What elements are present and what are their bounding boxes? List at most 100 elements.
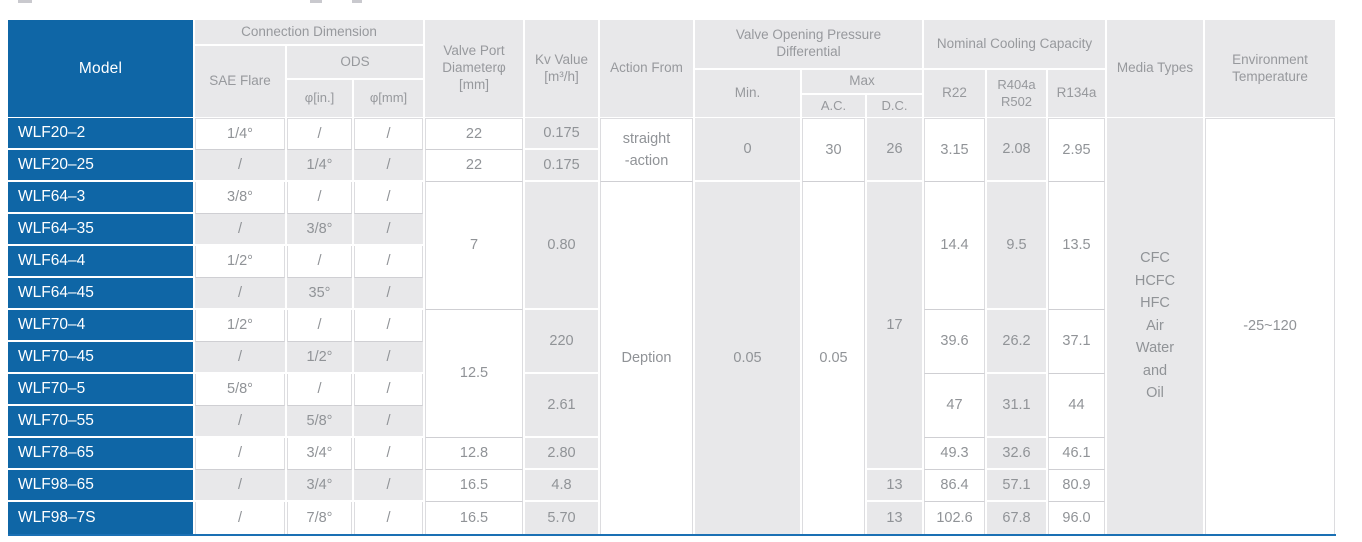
body-cell: / [287, 374, 352, 406]
body-cell: / [354, 182, 423, 214]
header-r134a: R134a [1048, 70, 1105, 117]
header-r22: R22 [924, 70, 985, 117]
cropped-text-fragment [352, 0, 362, 3]
body-cell: 0.175 [525, 118, 598, 150]
body-cell: / [195, 150, 285, 182]
model-cell: WLF70–4 [8, 310, 193, 342]
body-cell: / [287, 310, 352, 342]
body-cell: 9.5 [987, 182, 1046, 310]
body-cell: / [287, 182, 352, 214]
body-cell: 220 [525, 310, 598, 374]
model-cell: WLF20–2 [8, 118, 193, 150]
header-action-from: Action From [600, 20, 693, 117]
body-cell: 1/4° [287, 150, 352, 182]
body-cell: 46.1 [1048, 438, 1105, 470]
header-kv-value: Kv Value [m³/h] [525, 20, 598, 117]
header-model: Model [8, 20, 193, 117]
header-max: Max [802, 70, 922, 93]
body-cell: 0.05 [802, 182, 865, 534]
body-cell: 5/8° [287, 406, 352, 438]
body-cell: / [354, 246, 423, 278]
header-connection-dimension: Connection Dimension [195, 20, 423, 44]
body-cell: Deption [600, 182, 693, 534]
valve-spec-table: Model Connection Dimension SAE Flare ODS… [8, 20, 1336, 534]
body-cell: 1/2° [195, 246, 285, 278]
header-ac: A.C. [802, 95, 865, 117]
body-cell: / [287, 118, 352, 150]
body-cell: 30 [802, 118, 865, 182]
body-cell: -25~120 [1205, 118, 1335, 534]
body-cell: / [354, 310, 423, 342]
body-cell: 2.61 [525, 374, 598, 438]
table-header: Model Connection Dimension SAE Flare ODS… [8, 20, 1336, 117]
model-cell: WLF70–5 [8, 374, 193, 406]
header-ods: ODS [287, 46, 423, 78]
body-cell: 0.80 [525, 182, 598, 310]
body-cell: / [354, 438, 423, 470]
body-cell: 26 [867, 118, 922, 182]
header-r404a-r502: R404a R502 [987, 70, 1046, 117]
body-cell: 1/2° [287, 342, 352, 374]
body-cell: / [195, 278, 285, 310]
body-cell: 16.5 [425, 502, 523, 534]
body-cell: 0 [695, 118, 800, 182]
body-cell: 13.5 [1048, 182, 1105, 310]
body-cell: / [287, 246, 352, 278]
body-cell: 1/4° [195, 118, 285, 150]
body-cell: / [195, 502, 285, 534]
body-cell: 16.5 [425, 470, 523, 502]
body-cell: 3/8° [287, 214, 352, 246]
body-cell: 2.08 [987, 118, 1046, 182]
model-cell: WLF20–25 [8, 150, 193, 182]
model-cell: WLF64–35 [8, 214, 193, 246]
body-cell: 32.6 [987, 438, 1046, 470]
body-cell: CFC HCFC HFC Air Water and Oil [1107, 118, 1203, 534]
body-cell: 80.9 [1048, 470, 1105, 502]
header-valve-port-diameter: Valve Port Diameterφ [mm] [425, 20, 523, 117]
body-cell: 12.5 [425, 310, 523, 438]
model-cell: WLF64–45 [8, 278, 193, 310]
body-cell: / [354, 278, 423, 310]
model-cell: WLF98–65 [8, 470, 193, 502]
header-valve-opening-pressure-differential: Valve Opening Pressure Differential [695, 20, 922, 68]
body-cell: 96.0 [1048, 502, 1105, 534]
body-cell: 17 [867, 182, 922, 470]
body-cell: 57.1 [987, 470, 1046, 502]
body-cell: 0.05 [695, 182, 800, 534]
model-cell: WLF78–65 [8, 438, 193, 470]
body-cell: / [354, 214, 423, 246]
body-cell: straight -action [600, 118, 693, 182]
cropped-text-fragment [18, 0, 32, 3]
body-cell: 2.80 [525, 438, 598, 470]
body-cell: 49.3 [924, 438, 985, 470]
header-environment-temperature: Environment Temperature [1205, 20, 1335, 117]
body-cell: 1/2° [195, 310, 285, 342]
body-cell: / [195, 214, 285, 246]
body-cell: / [354, 502, 423, 534]
body-cell: / [354, 150, 423, 182]
body-cell: 5/8° [195, 374, 285, 406]
body-cell: 14.4 [924, 182, 985, 310]
header-dc: D.C. [867, 95, 922, 117]
body-cell: 5.70 [525, 502, 598, 534]
body-cell: 44 [1048, 374, 1105, 438]
body-cell: 37.1 [1048, 310, 1105, 374]
body-cell: / [195, 470, 285, 502]
body-cell: 35° [287, 278, 352, 310]
body-cell: 31.1 [987, 374, 1046, 438]
body-cell: 13 [867, 470, 922, 502]
body-cell: 22 [425, 118, 523, 150]
body-cell: 67.8 [987, 502, 1046, 534]
model-cell: WLF98–7S [8, 502, 193, 534]
body-cell: 4.8 [525, 470, 598, 502]
body-cell: 39.6 [924, 310, 985, 374]
header-nominal-cooling-capacity: Nominal Cooling Capacity [924, 20, 1105, 68]
body-cell: 3/4° [287, 470, 352, 502]
body-cell: / [354, 374, 423, 406]
body-cell: 3/4° [287, 438, 352, 470]
body-cell: / [195, 342, 285, 374]
header-phi-in: φ[in.] [287, 80, 352, 117]
body-cell: 7 [425, 182, 523, 310]
body-cell: 2.95 [1048, 118, 1105, 182]
